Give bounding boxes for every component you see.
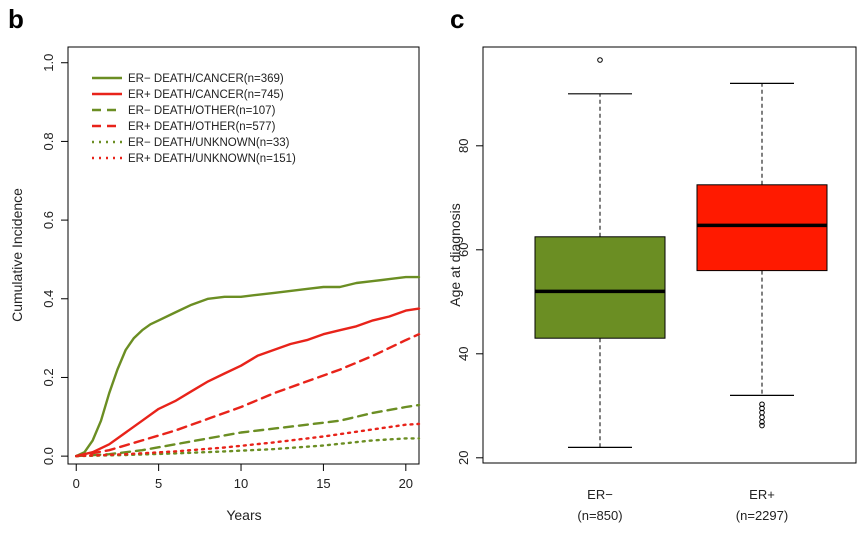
legend-label: ER+ DEATH/CANCER(n=745)	[128, 89, 284, 101]
category-label: ER+	[749, 487, 775, 502]
series-line-1	[75, 307, 421, 458]
y-tick-label: 0.4	[41, 290, 56, 308]
y-tick-label: 40	[456, 347, 471, 361]
iqr-box	[696, 184, 828, 272]
series-line-4	[75, 437, 421, 458]
outlier-point	[597, 57, 603, 63]
series-line-5	[75, 422, 421, 458]
y-tick-label: 1.0	[41, 54, 56, 72]
age-boxplot-chart: 20 40 60 80 ER− (n=850) ER+ (n=2297) Age at di…	[447, 46, 857, 523]
legend-label: ER− DEATH/OTHER(n=107)	[128, 105, 276, 117]
x-tick-label: 5	[155, 476, 162, 491]
plot-frame	[482, 46, 857, 464]
category-label: ER−	[587, 487, 613, 502]
series-line-2	[75, 403, 421, 458]
legend: ER− DEATH/CANCER(n=369) ER+ DEATH/CANCER(…	[92, 73, 296, 165]
legend-label: ER+ DEATH/OTHER(n=577)	[128, 121, 276, 133]
x-tick-label: 15	[316, 476, 330, 491]
panel-letter-b: b	[8, 4, 24, 34]
y-tick-label: 0.0	[41, 447, 56, 465]
y-tick-label: 0.2	[41, 368, 56, 386]
panel-letter-c: c	[450, 4, 464, 34]
x-tick-label: 0	[73, 476, 80, 491]
y-tick-label: 80	[456, 139, 471, 153]
series-line-0	[75, 275, 421, 458]
category-sublabel: (n=850)	[577, 508, 622, 523]
x-tick-label: 20	[399, 476, 413, 491]
box-group-1: ER+ (n=2297)	[696, 82, 828, 523]
y-tick-label: 0.6	[41, 211, 56, 229]
x-axis-title: Years	[226, 507, 261, 523]
y-tick-label: 20	[456, 451, 471, 465]
x-tick-label: 10	[234, 476, 248, 491]
y-tick-label: 60	[456, 243, 471, 257]
plot-frame	[67, 46, 420, 465]
y-axis-title: Cumulative Incidence	[9, 188, 25, 322]
cumulative-incidence-chart: 0 5 10 15 20 0.0 0.2 0.4 0.6 0.8 1.0 ER− DEATH/CAN…	[9, 46, 421, 523]
y-tick-label: 0.8	[41, 132, 56, 150]
legend-label: ER− DEATH/UNKNOWN(n=33)	[128, 137, 290, 149]
y-axis-title: Age at diagnosis	[447, 203, 463, 307]
legend-label: ER− DEATH/CANCER(n=369)	[128, 73, 284, 85]
legend-label: ER+ DEATH/UNKNOWN(n=151)	[128, 153, 296, 165]
category-sublabel: (n=2297)	[736, 508, 788, 523]
box-group-0: ER− (n=850)	[534, 57, 666, 523]
series-line-3	[75, 333, 421, 458]
outlier-point	[759, 422, 765, 429]
iqr-box	[534, 236, 666, 339]
outlier-point	[759, 414, 765, 421]
outlier-point	[759, 419, 765, 425]
